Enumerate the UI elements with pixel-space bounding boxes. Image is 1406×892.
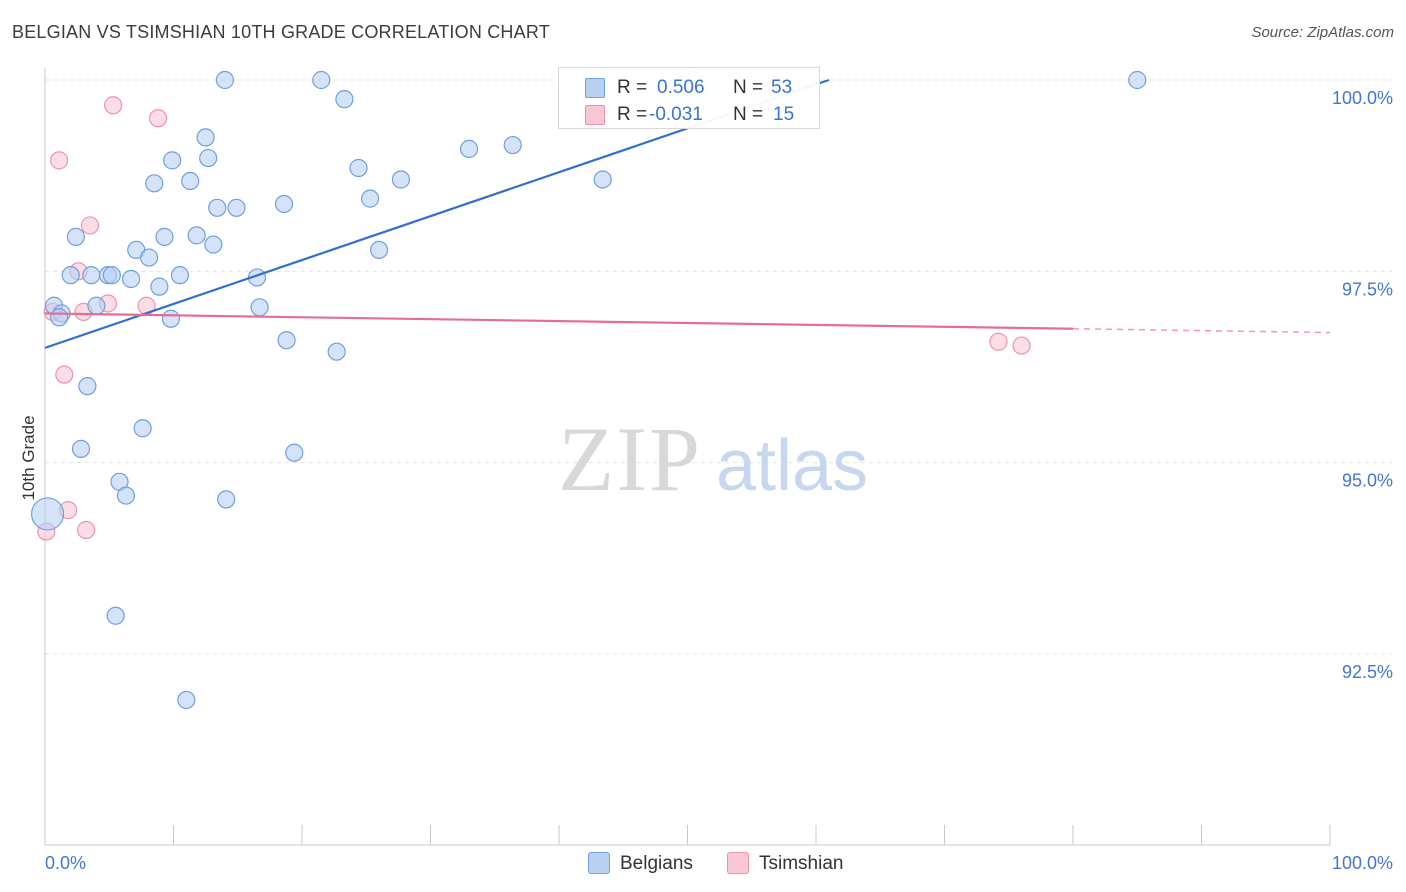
tsimshian-point [80,216,100,235]
belgian-point [327,342,346,361]
belgian-point [116,486,136,505]
legend-n-value-belgians: 53 [771,77,793,98]
tsimshian-point [50,151,69,170]
belgian-point [163,151,182,170]
watermark-atlas: atlas [716,426,868,506]
tsimshian-point [77,520,96,540]
belgian-point [199,148,218,168]
belgian-point [503,135,522,155]
chart-title: BELGIAN VS TSIMSHIAN 10TH GRADE CORRELAT… [12,22,550,42]
grid-layer [45,79,1392,655]
belgian-point [78,377,97,396]
belgian-point [204,235,223,254]
belgian-point [106,606,125,625]
belgian-point [61,266,80,285]
belgian-point [177,690,196,710]
watermark-zip: ZIP [558,408,702,510]
belgian-point [217,490,236,509]
axes-layer [44,68,1331,846]
belgian-point [208,198,227,217]
belgian-point [250,298,269,317]
watermark: ZIP atlas [558,408,868,510]
x-tick-label: 100.0% [1332,853,1393,873]
belgian-point [312,70,331,90]
legend-swatch-belgians [585,78,605,98]
belgian-point [133,419,152,438]
tsimshian-point [1012,336,1031,355]
tsimshian-point [55,365,74,384]
legend-row-tsimshian: R = -0.031 N = 15 [559,101,819,129]
tsimshian-point [104,96,123,115]
belgian-point [50,308,69,327]
belgian-point [1128,70,1147,90]
belgian-point [274,194,294,214]
legend-row-belgians: R = 0.506 N = 53 [559,74,819,102]
belgian-point [361,189,380,208]
belgian-point [335,90,354,109]
legend-r-value-belgians: 0.506 [657,77,705,98]
belgian-point [187,226,206,245]
belgian-point [139,248,159,267]
belgian-point [459,139,479,158]
belgian-point [150,277,169,296]
tsimshian-point [148,109,168,128]
y-tick-label: 100.0% [1332,88,1393,108]
y-tick-label: 97.5% [1342,279,1393,299]
bottom-legend-label-belgians: Belgians [620,853,693,874]
belgian-point [87,296,106,315]
correlation-legend: R = 0.506 N = 53 R = -0.031 N = 15 [558,67,820,129]
belgian-point [391,170,411,189]
belgian-point [71,439,91,458]
tsimshian-trend-line [44,312,1074,330]
tsimshian-point [989,332,1008,351]
chart-source: Source: ZipAtlas.com [1251,24,1394,41]
belgian-point [121,269,141,289]
bottom-legend-label-tsimshian: Tsimshian [759,853,844,874]
belgian-point [227,198,246,217]
legend-n-label: N = [733,77,764,98]
legend-r-value-tsimshian: -0.031 [649,104,703,125]
legend-n-label: N = [733,104,764,125]
belgian-point [349,158,368,178]
legend-swatch-tsimshian [585,105,605,125]
belgian-point [155,227,174,246]
belgian-point [285,443,304,462]
belgian-point [66,227,85,246]
bottom-legend-swatch-tsimshian [727,852,749,874]
belgian-point [277,331,296,350]
belgian-point [145,174,164,193]
belgian-point [161,309,181,328]
tsimshian-trend-extension [1072,327,1331,334]
y-axis-label: 10th Grade [19,415,38,500]
legend-r-label: R = [617,104,648,125]
tick-labels: 100.0% 97.5% 95.0% 92.5% 0.0% 100.0% [45,88,1393,873]
belgian-point [215,70,234,90]
legend-r-label: R = [617,77,648,98]
y-tick-label: 95.0% [1342,471,1393,491]
y-tick-label: 92.5% [1342,662,1393,682]
belgian-point [102,266,121,285]
belgian-point [593,170,612,189]
belgian-point [370,240,389,260]
points-layer [30,70,1147,710]
belgian-point [30,497,65,531]
belgian-point [196,128,215,147]
belgian-point [181,171,200,191]
bottom-legend-swatch-belgians [588,852,610,874]
x-tick-label: 0.0% [45,853,86,873]
belgian-point [170,266,190,285]
legend-n-value-tsimshian: 15 [773,104,795,125]
belgian-point [82,266,101,285]
